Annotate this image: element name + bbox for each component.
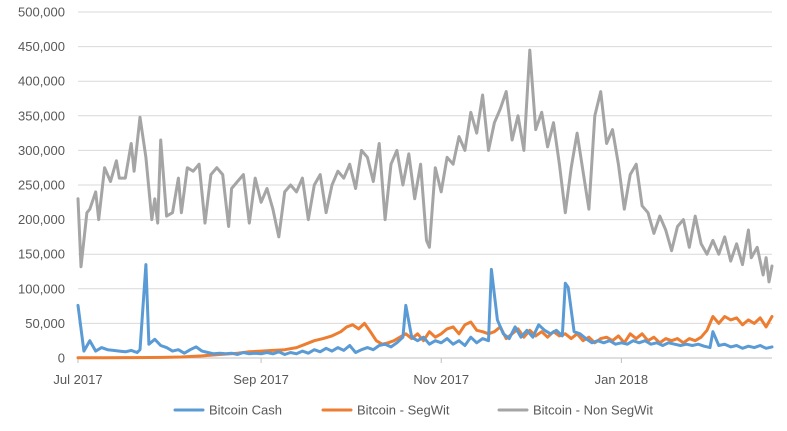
y-tick-label: 500,000 — [18, 5, 65, 20]
y-tick-label: 350,000 — [18, 108, 65, 123]
legend-item: Bitcoin - Non SegWit — [497, 403, 653, 418]
y-tick-label: 150,000 — [18, 247, 65, 262]
legend-label: Bitcoin - Non SegWit — [533, 403, 653, 418]
legend-item: Bitcoin - SegWit — [321, 403, 450, 418]
y-tick-label: 50,000 — [25, 316, 65, 331]
y-tick-label: 300,000 — [18, 143, 65, 158]
legend-label: Bitcoin Cash — [209, 403, 282, 418]
y-tick-label: 250,000 — [18, 178, 65, 193]
y-tick-label: 450,000 — [18, 39, 65, 54]
gridlines — [78, 11, 772, 359]
x-tick-label: Nov 2017 — [413, 372, 469, 387]
y-tick-label: 100,000 — [18, 281, 65, 296]
legend: Bitcoin Cash Bitcoin - SegWit Bitcoin - No… — [173, 403, 653, 418]
y-tick-label: 0 — [58, 351, 65, 366]
x-tick-label: Jul 2017 — [53, 372, 102, 387]
x-tick-label: Jan 2018 — [595, 372, 649, 387]
legend-item: Bitcoin Cash — [173, 403, 282, 418]
x-axis: Jul 2017 Sep 2017 Nov 2017 Jan 2018 — [53, 358, 648, 387]
legend-label: Bitcoin - SegWit — [357, 403, 450, 418]
series-lines — [76, 48, 774, 360]
y-tick-label: 200,000 — [18, 212, 65, 227]
y-axis: 0 50,000 100,000 150,000 200,000 250,000 300,0… — [18, 5, 65, 366]
series-line-bitcoin-segwit — [76, 315, 774, 360]
series-line-bitcoin-non-segwit — [76, 48, 774, 284]
y-tick-label: 400,000 — [18, 74, 65, 89]
series-line-bitcoin-cash — [76, 263, 774, 356]
x-tick-label: Sep 2017 — [233, 372, 289, 387]
